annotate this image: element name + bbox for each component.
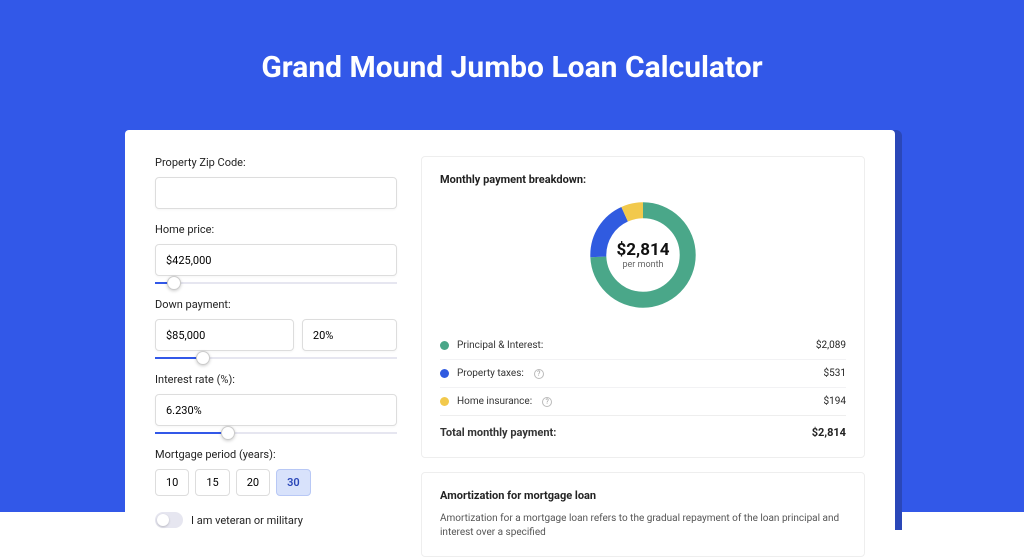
legend-list: Principal & Interest: $2,089 Property taxe… <box>440 332 846 415</box>
breakdown-title: Monthly payment breakdown: <box>440 173 846 186</box>
interest-rate-input[interactable] <box>155 394 397 426</box>
home-price-field: Home price: <box>155 223 397 284</box>
down-payment-slider[interactable] <box>155 357 397 359</box>
total-label: Total monthly payment: <box>440 426 556 439</box>
veteran-row: I am veteran or military <box>155 512 397 528</box>
home-price-label: Home price: <box>155 223 397 236</box>
donut-amount: $2,814 <box>617 240 670 260</box>
calculator-card: Property Zip Code: Home price: Down paym… <box>125 130 895 530</box>
down-payment-input[interactable] <box>155 319 294 351</box>
veteran-toggle[interactable] <box>155 512 183 528</box>
legend-label: Principal & Interest: <box>457 340 543 351</box>
interest-rate-label: Interest rate (%): <box>155 373 397 386</box>
slider-thumb[interactable] <box>167 276 181 290</box>
slider-thumb[interactable] <box>196 351 210 365</box>
legend-value: $2,089 <box>816 340 846 351</box>
home-price-slider[interactable] <box>155 282 397 284</box>
results-column: Monthly payment breakdown: $2,814 per mo… <box>421 156 865 504</box>
down-payment-label: Down payment: <box>155 298 397 311</box>
period-btn-20[interactable]: 20 <box>236 469 270 496</box>
period-btn-15[interactable]: 15 <box>195 469 229 496</box>
page-background: Grand Mound Jumbo Loan Calculator Proper… <box>0 0 1024 512</box>
donut-center: $2,814 per month <box>584 196 702 314</box>
legend-row: Home insurance:? $194 <box>440 387 846 415</box>
legend-value: $194 <box>824 396 846 407</box>
breakdown-card: Monthly payment breakdown: $2,814 per mo… <box>421 156 865 458</box>
legend-value: $531 <box>824 368 846 379</box>
slider-fill <box>155 432 228 434</box>
total-value: $2,814 <box>812 426 846 439</box>
mortgage-period-label: Mortgage period (years): <box>155 448 397 461</box>
amortization-title: Amortization for mortgage loan <box>440 489 846 502</box>
page-title: Grand Mound Jumbo Loan Calculator <box>0 0 1024 125</box>
down-payment-pct-input[interactable] <box>302 319 397 351</box>
period-btn-10[interactable]: 10 <box>155 469 189 496</box>
zip-input[interactable] <box>155 177 397 209</box>
info-icon[interactable]: ? <box>542 397 552 407</box>
mortgage-period-field: Mortgage period (years): 1015 2030 <box>155 448 397 496</box>
form-column: Property Zip Code: Home price: Down paym… <box>155 156 397 504</box>
home-price-input[interactable] <box>155 244 397 276</box>
donut-sub: per month <box>622 260 663 270</box>
amortization-text: Amortization for a mortgage loan refers … <box>440 512 846 540</box>
slider-thumb[interactable] <box>221 426 235 440</box>
interest-rate-field: Interest rate (%): <box>155 373 397 434</box>
legend-dot <box>440 369 449 378</box>
down-payment-field: Down payment: <box>155 298 397 359</box>
legend-dot <box>440 397 449 406</box>
legend-row: Principal & Interest: $2,089 <box>440 332 846 359</box>
zip-field: Property Zip Code: <box>155 156 397 209</box>
legend-dot <box>440 341 449 350</box>
total-row: Total monthly payment: $2,814 <box>440 415 846 441</box>
period-btn-30[interactable]: 30 <box>276 469 311 496</box>
donut-wrap: $2,814 per month <box>440 196 846 314</box>
legend-row: Property taxes:? $531 <box>440 359 846 387</box>
zip-label: Property Zip Code: <box>155 156 397 169</box>
info-icon[interactable]: ? <box>534 369 544 379</box>
legend-label: Property taxes: <box>457 368 524 379</box>
veteran-label: I am veteran or military <box>191 514 303 527</box>
down-payment-row <box>155 319 397 351</box>
legend-label: Home insurance: <box>457 396 532 407</box>
amortization-card: Amortization for mortgage loan Amortizat… <box>421 472 865 557</box>
interest-rate-slider[interactable] <box>155 432 397 434</box>
mortgage-period-options: 1015 2030 <box>155 469 397 496</box>
donut-chart: $2,814 per month <box>584 196 702 314</box>
